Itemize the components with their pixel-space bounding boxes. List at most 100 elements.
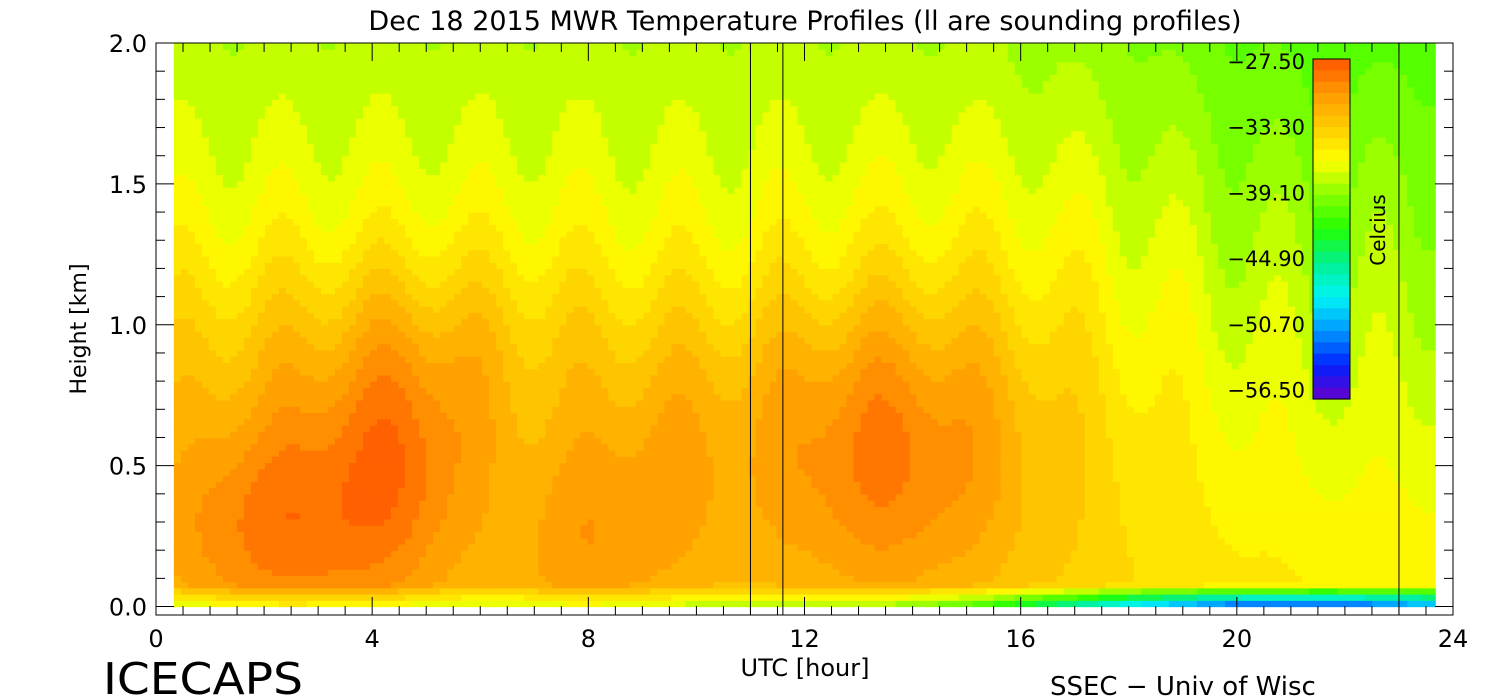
heatmap-cell — [349, 600, 357, 607]
heatmap-cell — [328, 594, 336, 601]
heatmap-cell — [363, 137, 371, 144]
heatmap-cell — [188, 287, 196, 294]
heatmap-cell — [174, 306, 182, 313]
heatmap-cell — [356, 212, 364, 219]
heatmap-cell — [244, 87, 252, 94]
heatmap-cell — [475, 469, 483, 476]
heatmap-cell — [335, 369, 343, 376]
heatmap-cell — [202, 456, 210, 463]
heatmap-cell — [202, 594, 210, 601]
heatmap-cell — [286, 519, 294, 526]
heatmap-cell — [195, 300, 203, 307]
heatmap-cell — [531, 437, 539, 444]
heatmap-cell — [321, 550, 329, 557]
heatmap-cell — [398, 256, 406, 263]
heatmap-cell — [272, 600, 280, 607]
heatmap-cell — [545, 174, 553, 181]
heatmap-cell — [272, 325, 280, 332]
heatmap-cell — [363, 475, 371, 482]
heatmap-cell — [454, 287, 462, 294]
heatmap-cell — [538, 118, 546, 125]
heatmap-cell — [181, 225, 189, 232]
heatmap-cell — [489, 225, 497, 232]
heatmap-cell — [293, 68, 301, 75]
heatmap-cell — [517, 582, 525, 589]
heatmap-cell — [209, 475, 217, 482]
heatmap-cell — [202, 513, 210, 520]
heatmap-cell — [391, 582, 399, 589]
heatmap-cell — [503, 369, 511, 376]
heatmap-cell — [300, 431, 308, 438]
heatmap-cell — [272, 193, 280, 200]
heatmap-cell — [419, 506, 427, 513]
heatmap-cell — [293, 387, 301, 394]
heatmap-cell — [398, 369, 406, 376]
heatmap-cell — [440, 99, 448, 106]
heatmap-cell — [293, 575, 301, 582]
heatmap-cell — [342, 494, 350, 501]
heatmap-cell — [363, 344, 371, 351]
heatmap-cell — [454, 162, 462, 169]
heatmap-cell — [489, 200, 497, 207]
heatmap-cell — [209, 149, 217, 156]
heatmap-cell — [538, 325, 546, 332]
heatmap-cell — [461, 181, 469, 188]
heatmap-cell — [174, 206, 182, 213]
heatmap-cell — [377, 231, 385, 238]
heatmap-cell — [391, 118, 399, 125]
heatmap-cell — [356, 68, 364, 75]
heatmap-cell — [363, 250, 371, 257]
heatmap-cell — [244, 99, 252, 106]
heatmap-cell — [286, 87, 294, 94]
heatmap-cell — [412, 243, 420, 250]
heatmap-cell — [398, 68, 406, 75]
heatmap-cell — [328, 394, 336, 401]
heatmap-cell — [300, 49, 308, 56]
heatmap-cell — [440, 174, 448, 181]
heatmap-cell — [559, 337, 567, 344]
heatmap-cell — [545, 525, 553, 532]
heatmap-cell — [237, 481, 245, 488]
heatmap-cell — [286, 350, 294, 357]
heatmap-cell — [293, 362, 301, 369]
heatmap-cell — [363, 463, 371, 470]
heatmap-cell — [265, 312, 273, 319]
heatmap-cell — [510, 456, 518, 463]
heatmap-cell — [216, 450, 224, 457]
heatmap-cell — [279, 162, 287, 169]
heatmap-cell — [300, 87, 308, 94]
heatmap-cell — [272, 319, 280, 326]
heatmap-cell — [300, 463, 308, 470]
heatmap-cell — [384, 124, 392, 131]
heatmap-cell — [307, 444, 315, 451]
heatmap-cell — [293, 525, 301, 532]
heatmap-cell — [517, 444, 525, 451]
heatmap-cell — [447, 481, 455, 488]
heatmap-cell — [370, 550, 378, 557]
heatmap-cell — [454, 149, 462, 156]
heatmap-cell — [545, 200, 553, 207]
heatmap-cell — [433, 200, 441, 207]
heatmap-cell — [398, 87, 406, 94]
heatmap-cell — [356, 281, 364, 288]
heatmap-cell — [356, 243, 364, 250]
heatmap-cell — [440, 87, 448, 94]
heatmap-cell — [174, 406, 182, 413]
heatmap-cell — [510, 156, 518, 163]
heatmap-cell — [468, 231, 476, 238]
heatmap-cell — [496, 475, 504, 482]
heatmap-cell — [202, 325, 210, 332]
heatmap-cell — [384, 181, 392, 188]
heatmap-cell — [307, 124, 315, 131]
heatmap-cell — [279, 600, 287, 607]
heatmap-cell — [489, 400, 497, 407]
heatmap-cell — [342, 312, 350, 319]
heatmap-cell — [426, 556, 434, 563]
heatmap-cell — [489, 293, 497, 300]
heatmap-cell — [349, 506, 357, 513]
heatmap-cell — [300, 124, 308, 131]
heatmap-cell — [342, 456, 350, 463]
heatmap-cell — [412, 275, 420, 282]
heatmap-cell — [510, 200, 518, 207]
heatmap-cell — [538, 569, 546, 576]
